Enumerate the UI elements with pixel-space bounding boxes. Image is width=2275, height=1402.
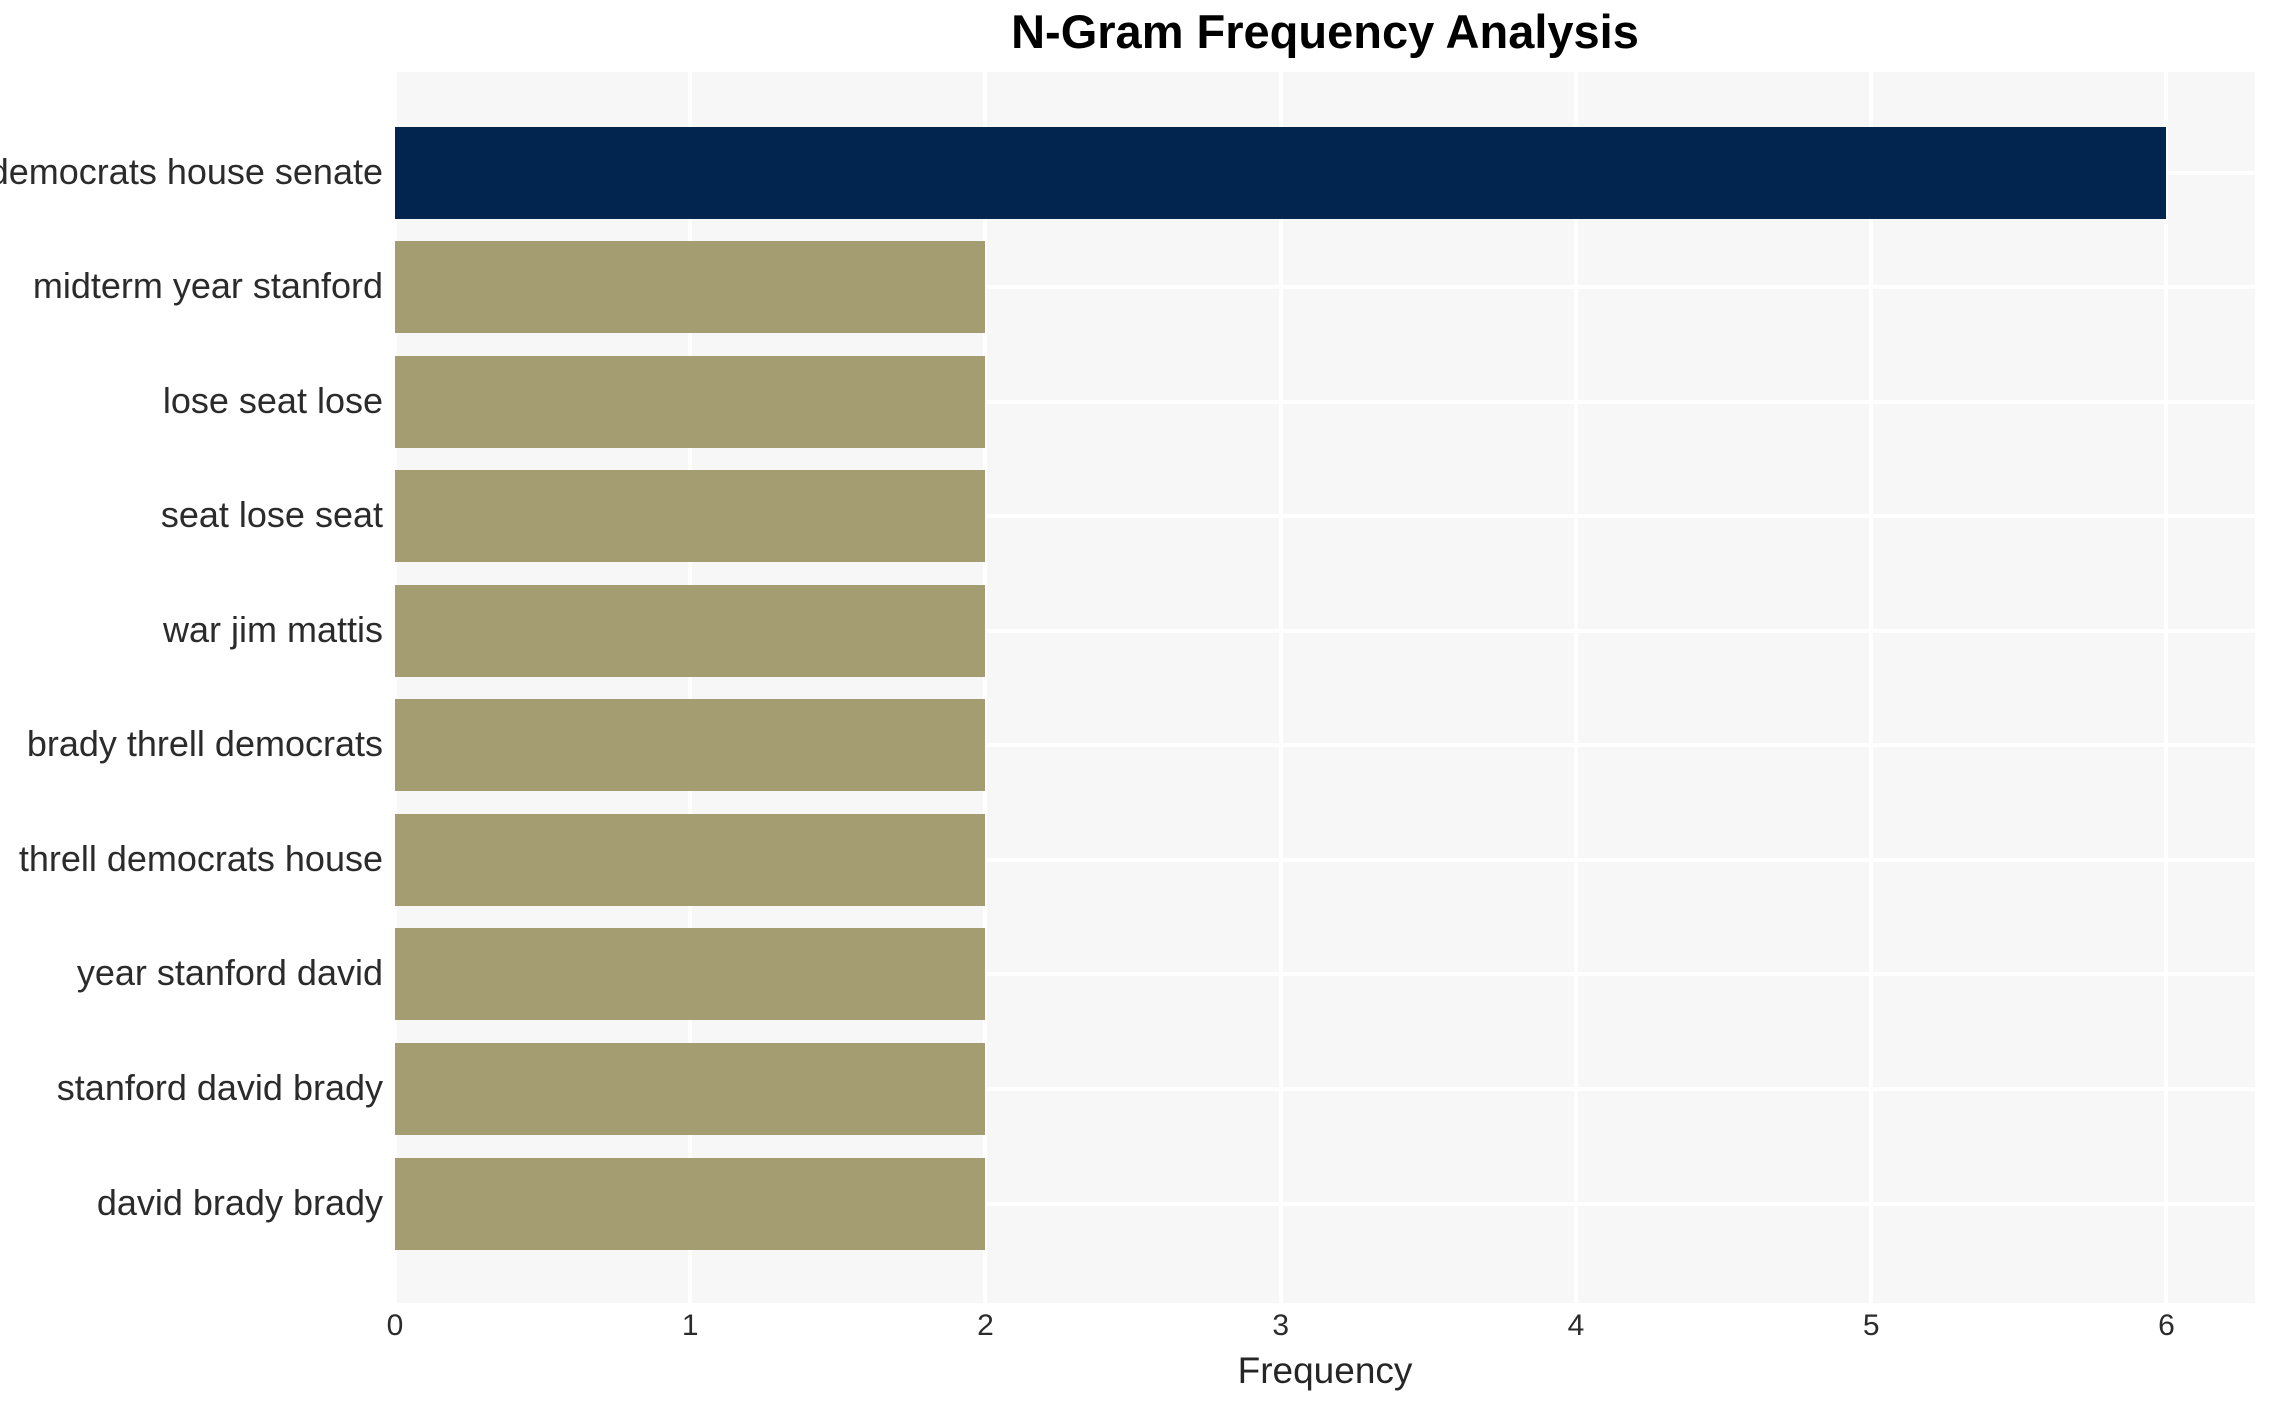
- vertical-gridline: [2164, 72, 2169, 1303]
- horizontal-gridline: [395, 399, 2255, 404]
- y-tick-label: lose seat lose: [162, 379, 383, 421]
- y-tick-label: brady threll democrats: [26, 723, 383, 765]
- bar: [395, 699, 986, 792]
- x-tick-label: 0: [386, 1309, 404, 1342]
- x-axis-ticks: 0 1 2 3 4 5 6: [387, 1309, 2255, 1347]
- y-tick-label: stanford david brady: [56, 1067, 383, 1109]
- horizontal-gridline: [395, 857, 2255, 862]
- plot-area: [393, 72, 2255, 1303]
- horizontal-gridline: [395, 285, 2255, 290]
- horizontal-gridline: [395, 514, 2255, 519]
- bar: [395, 584, 986, 677]
- y-tick-label: midterm year stanford: [32, 265, 383, 307]
- horizontal-gridline: [395, 1086, 2255, 1091]
- x-tick-label: 2: [977, 1309, 994, 1342]
- y-axis-labels: democrats house senate midterm year stanf…: [0, 72, 383, 1303]
- y-tick-label: year stanford david: [76, 952, 383, 994]
- bar: [395, 355, 986, 448]
- x-tick-label: 3: [1272, 1309, 1290, 1342]
- x-tick-label: 1: [681, 1309, 699, 1342]
- y-tick-label: david brady brady: [96, 1181, 383, 1223]
- x-tick-label: 4: [1567, 1309, 1585, 1342]
- vertical-gridline: [393, 72, 397, 1303]
- vertical-gridline: [983, 72, 988, 1303]
- horizontal-gridline: [395, 743, 2255, 748]
- x-axis-title: Frequency: [1237, 1350, 1413, 1391]
- y-tick-label: seat lose seat: [160, 494, 383, 536]
- bar: [395, 126, 2167, 219]
- vertical-gridline: [688, 72, 693, 1303]
- x-tick-label: 5: [1862, 1309, 1880, 1342]
- y-tick-label: democrats house senate: [0, 150, 383, 192]
- horizontal-gridline: [395, 972, 2255, 977]
- bar: [395, 928, 986, 1021]
- y-tick-label: war jim mattis: [162, 608, 383, 650]
- horizontal-gridline: [395, 1201, 2255, 1206]
- horizontal-gridline: [395, 628, 2255, 633]
- chart-title: N-Gram Frequency Analysis: [1011, 5, 1639, 58]
- bar: [395, 1157, 986, 1250]
- y-tick-label: threll democrats house: [18, 838, 383, 880]
- vertical-gridline: [1869, 72, 1874, 1303]
- x-tick-label: 6: [2158, 1309, 2175, 1342]
- vertical-gridline: [1573, 72, 1578, 1303]
- bar: [395, 813, 986, 906]
- vertical-gridline: [1278, 72, 1283, 1303]
- bar: [395, 470, 986, 563]
- bar: [395, 241, 986, 334]
- bar: [395, 1042, 986, 1135]
